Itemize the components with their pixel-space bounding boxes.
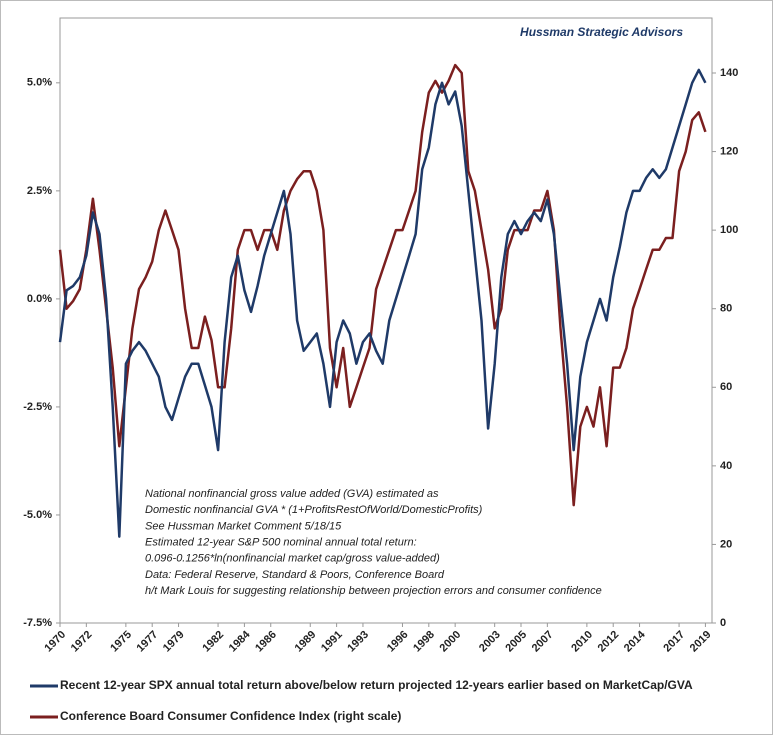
x-tick-label: 2005 xyxy=(503,629,529,655)
annotation: Estimated 12-year S&P 500 nominal annual… xyxy=(145,537,417,549)
plot-area xyxy=(59,17,713,624)
x-tick-label: 2017 xyxy=(661,629,687,655)
legend-label: Recent 12-year SPX annual total return a… xyxy=(60,678,693,692)
x-tick-label: 1984 xyxy=(227,628,253,654)
x-tick-label: 2003 xyxy=(477,629,503,655)
x-tick-label: 1993 xyxy=(345,629,371,655)
x-tick-label: 1991 xyxy=(319,629,345,655)
y-tick-label: -7.5% xyxy=(23,617,52,629)
x-tick-label: 1982 xyxy=(200,629,226,655)
y-tick-label: 0.0% xyxy=(27,293,52,305)
x-tick-label: 2012 xyxy=(596,629,622,655)
x-tick-label: 2007 xyxy=(530,629,556,655)
x-tick-label: 2000 xyxy=(438,629,464,655)
x-tick-label: 1979 xyxy=(161,629,187,655)
y2-tick-label: 100 xyxy=(720,224,738,236)
y2-tick-label: 40 xyxy=(720,460,732,472)
series-line xyxy=(58,68,707,538)
series-line xyxy=(58,63,707,507)
annotation: Domestic nonfinancial GVA * (1+ProfitsRe… xyxy=(145,504,483,516)
y-tick-label: 5.0% xyxy=(27,77,52,89)
y-tick-label: -5.0% xyxy=(23,509,52,521)
x-tick-label: 1977 xyxy=(135,629,161,655)
y2-tick-label: 140 xyxy=(720,67,738,79)
annotation: 0.096-0.1256*ln(nonfinancial market cap/… xyxy=(145,553,440,565)
x-tick-label: 2019 xyxy=(688,629,714,655)
annotation: National nonfinancial gross value added … xyxy=(145,488,439,500)
x-tick-label: 2010 xyxy=(569,629,595,655)
y2-tick-label: 120 xyxy=(720,145,738,157)
chart-title: Hussman Strategic Advisors xyxy=(520,25,683,39)
x-tick-label: 2014 xyxy=(622,628,648,654)
x-tick-label: 1972 xyxy=(69,629,95,655)
x-tick-label: 1989 xyxy=(293,629,319,655)
x-tick-label: 1996 xyxy=(385,629,411,655)
y2-tick-label: 0 xyxy=(720,617,726,629)
y2-tick-label: 80 xyxy=(720,303,732,315)
x-tick-label: 1986 xyxy=(253,629,279,655)
annotation: h/t Mark Louis for suggesting relationsh… xyxy=(145,585,602,597)
y-tick-label: 2.5% xyxy=(27,185,52,197)
legend-label: Conference Board Consumer Confidence Ind… xyxy=(60,709,401,723)
y-tick-label: -2.5% xyxy=(23,401,52,413)
x-tick-label: 1998 xyxy=(411,629,437,655)
annotation: See Hussman Market Comment 5/18/15 xyxy=(145,520,342,532)
y2-tick-label: 20 xyxy=(720,538,732,550)
x-tick-label: 1970 xyxy=(42,629,68,655)
y2-tick-label: 60 xyxy=(720,381,732,393)
annotation: Data: Federal Reserve, Standard & Poors,… xyxy=(145,569,445,581)
x-tick-label: 1975 xyxy=(108,629,134,655)
